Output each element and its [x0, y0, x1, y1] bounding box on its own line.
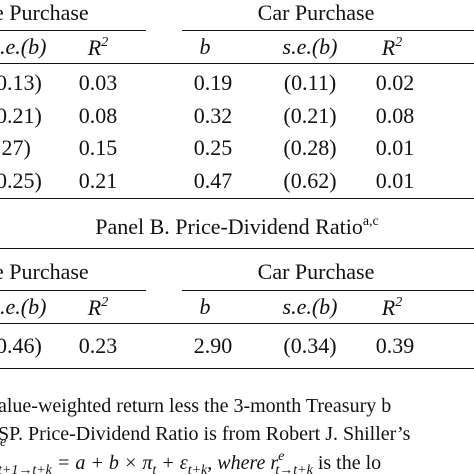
cell: 0.39: [375, 333, 415, 358]
rule: [0, 290, 146, 292]
cell: (0.62): [283, 167, 337, 193]
cell: 0.01: [375, 135, 415, 160]
cell: (0.21): [283, 102, 337, 128]
cell: 0.01: [375, 167, 415, 193]
cell: (0.34): [283, 333, 337, 358]
col-header: b: [199, 294, 211, 319]
rule: [0, 323, 474, 325]
cell: (0.11): [283, 70, 337, 95]
group-header: Car Purchase: [257, 259, 375, 284]
cell: 0.46): [0, 333, 42, 358]
rule: [182, 30, 474, 32]
rule: [0, 198, 474, 200]
rule: [0, 368, 474, 370]
cell: 0.08: [78, 102, 118, 128]
cell: 2.90: [193, 333, 233, 358]
cell: 0.23: [78, 333, 118, 358]
col-header: s.e.(b): [282, 294, 338, 319]
rule: [0, 30, 146, 32]
cell: 0.19: [193, 70, 233, 95]
col-header: R2: [381, 295, 403, 320]
rule: [182, 290, 474, 292]
cell: 0.13): [0, 70, 42, 95]
cell: 0.47: [193, 167, 233, 193]
col-header: .e.(b): [0, 34, 47, 59]
rule: [0, 63, 474, 65]
cell: (0.28): [283, 135, 337, 160]
col-header: .e.(b): [0, 294, 47, 319]
cell: 0.21: [78, 167, 118, 193]
col-header: R2: [381, 35, 403, 60]
cell: 0.32: [193, 102, 233, 128]
col-header: s.e.(b): [282, 34, 338, 59]
rule: [0, 248, 474, 250]
panel-title: Panel B. Price-Dividend Ratioa,c: [95, 214, 379, 239]
cell: 0.03: [78, 70, 118, 95]
col-header: b: [199, 34, 211, 59]
cell: 0.08: [375, 102, 415, 128]
group-header: e Purchase: [0, 0, 89, 25]
cell: .27): [0, 135, 31, 160]
col-header: R2: [87, 295, 109, 320]
cell: 0.15: [78, 135, 118, 160]
note: SP. Price-Dividend Ratio is from Robert …: [0, 423, 411, 445]
cell: 0.25): [0, 167, 42, 193]
col-header: R2: [87, 35, 109, 60]
cell: 0.21): [0, 102, 42, 128]
note: e t+1→t+k = a + b × πt + εt+k, where ret→…: [0, 435, 382, 474]
cell: 0.02: [375, 70, 415, 95]
group-header: e Purchase: [0, 259, 89, 284]
group-header: Car Purchase: [257, 0, 375, 25]
cell: 0.25: [193, 135, 233, 160]
note: alue-weighted return less the 3-month Tr…: [0, 395, 392, 417]
